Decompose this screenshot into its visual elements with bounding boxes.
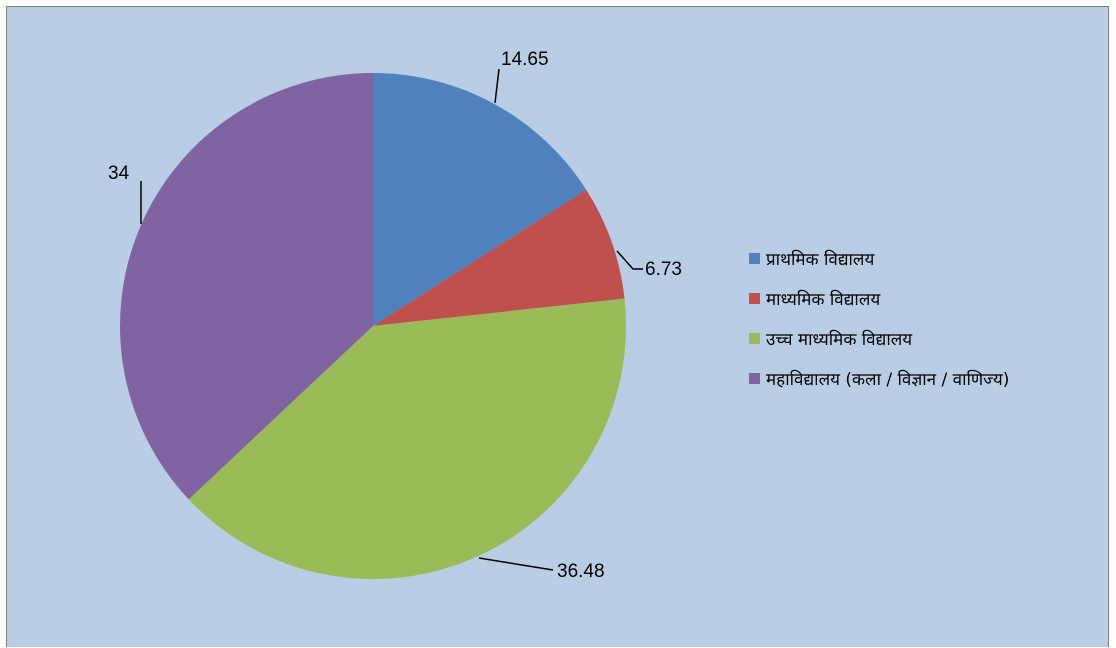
legend-item-higher-secondary-school: उच्च माध्यमिक विद्यालय xyxy=(749,327,1009,349)
legend-label-college: महाविद्यालय (कला / विज्ञान / वाणिज्य) xyxy=(766,367,1009,390)
data-label-higher-secondary-school: 36.48 xyxy=(557,561,605,582)
legend-swatch-college xyxy=(749,373,760,384)
chart-area: 14.65 6.73 36.48 34 प्राथमिक विद्यालय माध्य… xyxy=(6,6,1109,647)
legend-label-higher-secondary-school: उच्च माध्यमिक विद्यालय xyxy=(766,327,912,350)
legend: प्राथमिक विद्यालय माध्यमिक विद्यालय उच्च… xyxy=(749,247,1009,407)
legend-swatch-secondary-school xyxy=(749,293,760,304)
data-label-secondary-school: 6.73 xyxy=(645,259,682,280)
legend-label-secondary-school: माध्यमिक विद्यालय xyxy=(766,287,880,310)
legend-item-college: महाविद्यालय (कला / विज्ञान / वाणिज्य) xyxy=(749,367,1009,389)
legend-item-secondary-school: माध्यमिक विद्यालय xyxy=(749,287,1009,309)
legend-label-primary-school: प्राथमिक विद्यालय xyxy=(766,247,874,270)
leader-line-primary-school xyxy=(495,69,499,103)
leader-line-higher-secondary-school xyxy=(479,558,553,570)
data-label-primary-school: 14.65 xyxy=(501,49,549,70)
legend-item-primary-school: प्राथमिक विद्यालय xyxy=(749,247,1009,269)
legend-swatch-primary-school xyxy=(749,253,760,264)
data-label-college: 34 xyxy=(108,163,130,184)
leader-line-secondary-school xyxy=(617,251,643,269)
legend-swatch-higher-secondary-school xyxy=(749,333,760,344)
